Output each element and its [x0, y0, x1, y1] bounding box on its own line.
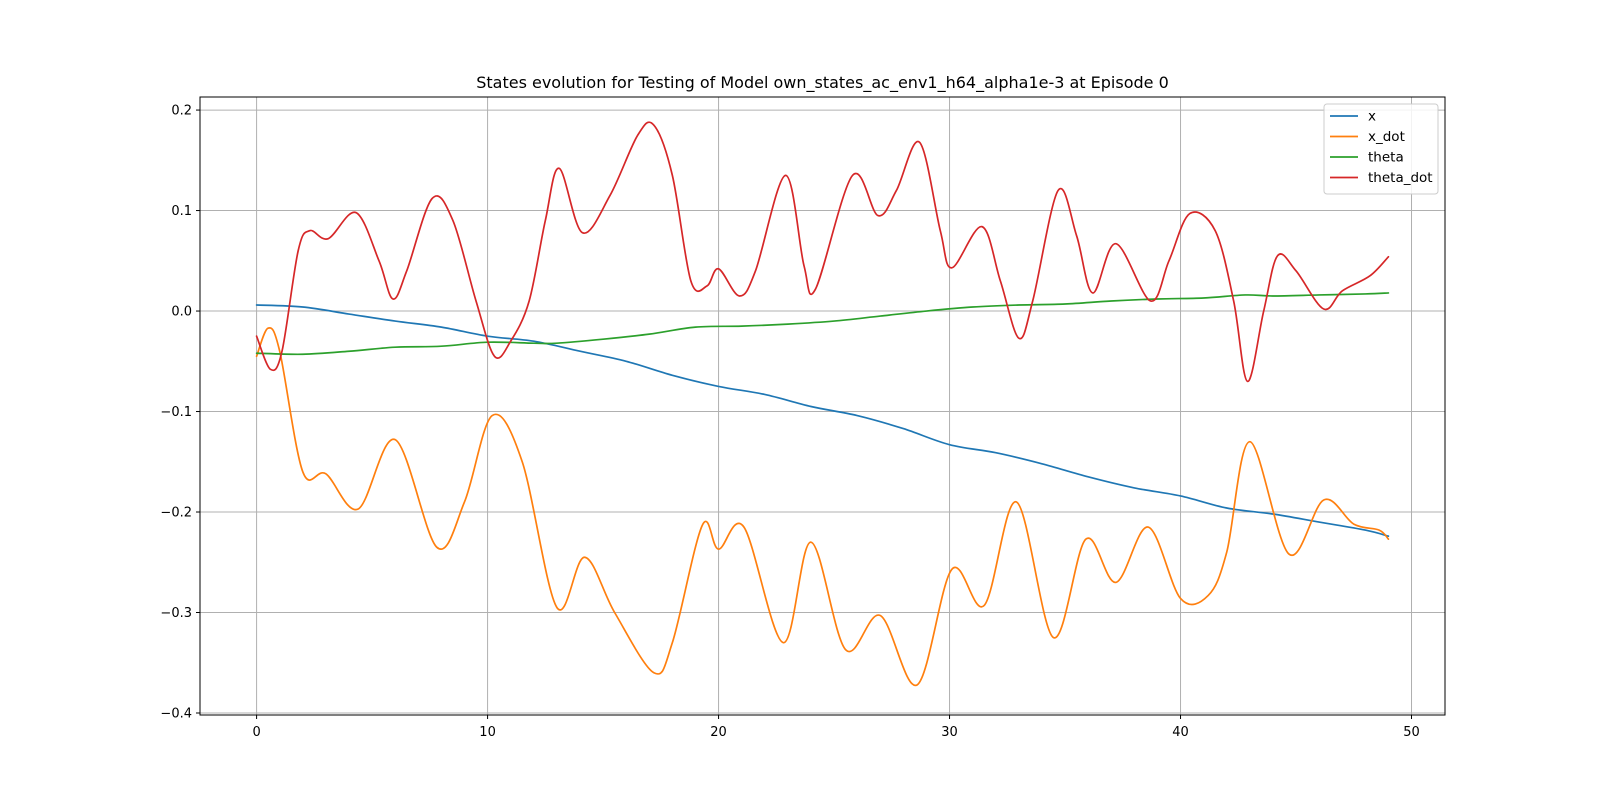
series-line-theta	[255, 292, 1390, 356]
x-tick-label: 0	[252, 725, 260, 740]
series-line-x	[255, 304, 1390, 537]
legend-label-theta-dot: theta_dot	[1368, 170, 1433, 186]
legend-label-x-dot: x_dot	[1368, 129, 1405, 145]
y-tick-label: 0.1	[171, 204, 192, 219]
x-tick-label: 10	[479, 725, 496, 740]
series-lines	[255, 121, 1390, 686]
legend-label-theta: theta	[1368, 150, 1404, 166]
y-tick-label: 0.0	[171, 305, 192, 320]
plot-frame	[199, 96, 1446, 716]
y-tick-label: −0.3	[160, 606, 192, 621]
x-tick-label: 50	[1403, 725, 1420, 740]
y-tick-label: −0.1	[160, 405, 192, 420]
y-tick-label: 0.2	[171, 104, 192, 119]
legend-box	[1323, 103, 1439, 195]
y-tick-label: −0.2	[160, 506, 192, 521]
x-tick-label: 20	[710, 725, 727, 740]
x-tick-label: 30	[941, 725, 958, 740]
series-line-theta-dot	[255, 121, 1390, 383]
axis-ticks: 0 10 20 30 40 50 0.2 0.1 0.0 −0.1 −0.2 −0.3 −0.4	[160, 104, 1419, 740]
chart-title: States evolution for Testing of Model ow…	[476, 73, 1169, 93]
x-tick-label: 40	[1172, 725, 1189, 740]
series-line-x-dot	[255, 327, 1390, 686]
grid	[200, 97, 1445, 715]
legend-label-x: x	[1368, 109, 1376, 125]
y-tick-label: −0.4	[160, 706, 192, 721]
